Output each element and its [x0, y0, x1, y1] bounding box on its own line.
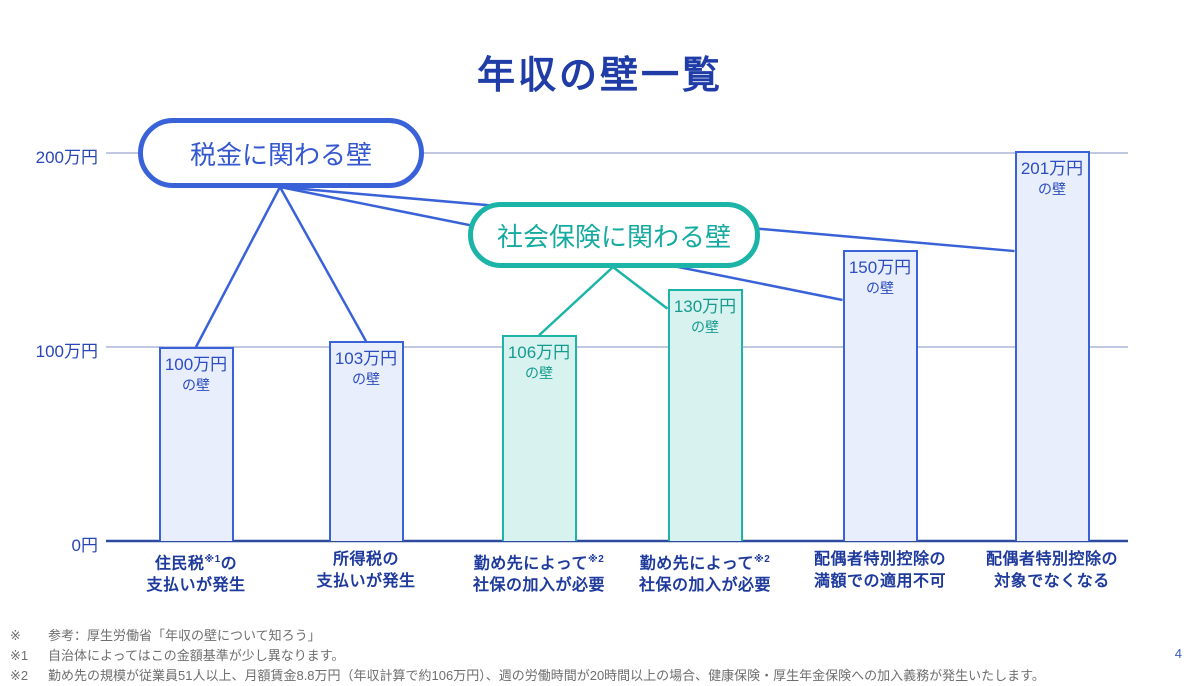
bar-value-label: 130万円の壁 — [670, 291, 741, 337]
connector-line — [278, 186, 368, 342]
footnote-text: 勤め先の規模が従業員51人以上、月額賃金8.8万円（年収計算で約106万円）、週… — [48, 668, 1045, 683]
category-label: 住民税※1の 支払いが発生 — [86, 549, 306, 597]
footnote-marker: ※ — [10, 628, 21, 643]
category-label-line: 支払いが発生 — [146, 577, 246, 595]
callout-tax-walls: 税金に関わる壁 — [138, 118, 424, 188]
bar-value-suffix: の壁 — [866, 280, 894, 296]
bar-value-suffix: の壁 — [1038, 181, 1066, 198]
bar-value-line: 130万円 — [673, 296, 737, 316]
footnote-ref-mark: ※2 — [753, 554, 771, 565]
bar-100man-yen: 100万円の壁 — [158, 347, 234, 541]
callout-social-insurance-walls: 社会保険に関わる壁 — [468, 202, 760, 268]
bar-value-label: 150万円の壁 — [845, 252, 916, 298]
bar-value-suffix: の壁 — [182, 377, 210, 393]
footnote-ref-mark: ※1 — [204, 554, 221, 565]
callout-tax-label: 税金に関わる壁 — [189, 139, 372, 170]
footnote-1: ※1 自治体によってはこの金額基準が少し異なります。 — [10, 646, 1170, 665]
bar-value-line: 150万円 — [848, 258, 912, 277]
bar-103man-yen: 103万円の壁 — [328, 341, 404, 541]
footnote-ref-mark: ※2 — [587, 554, 605, 565]
category-label: 配偶者特別控除の 対象でなくなる — [942, 549, 1162, 593]
footnote-marker: ※1 — [10, 648, 29, 663]
bar-value-label: 201万円の壁 — [1017, 153, 1088, 199]
footnote-marker: ※2 — [10, 668, 29, 683]
y-tick-label: 100万円 — [35, 342, 98, 361]
footnote-2: ※2 勤め先の規模が従業員51人以上、月額賃金8.8万円（年収計算で約106万円… — [10, 666, 1170, 685]
bar-value-label: 106万円の壁 — [504, 337, 575, 383]
y-tick-label: 0円 — [71, 536, 98, 555]
category-label-line: 配偶者特別控除の — [985, 551, 1118, 568]
bar-value-label: 103万円の壁 — [331, 343, 402, 389]
category-label-line: 社保の加入が必要 — [472, 577, 605, 595]
category-label-line: 住民税※1の — [154, 554, 238, 573]
bar-value-line: 100万円 — [164, 355, 228, 374]
category-label-line: 勤め先によって※2 — [473, 554, 605, 573]
bar-150man-yen: 150万円の壁 — [842, 250, 918, 541]
callout-social-insurance-label: 社会保険に関わる壁 — [496, 221, 731, 252]
footnote-text: 自治体によってはこの金額基準が少し異なります。 — [48, 648, 345, 663]
category-label-line: 対象でなくなる — [994, 573, 1110, 590]
connector-line — [612, 266, 669, 310]
category-label: 配偶者特別控除の 満額での適用不可 — [770, 549, 990, 593]
bar-value-suffix: の壁 — [352, 371, 380, 388]
category-label: 所得税の支払いが発生 — [256, 549, 476, 593]
bar-201man-yen: 201万円の壁 — [1014, 151, 1090, 541]
bar-value-suffix: の壁 — [691, 318, 719, 335]
category-label: 勤め先によって※2 社保の加入が必要 — [429, 549, 649, 597]
bar-value-suffix: の壁 — [525, 365, 553, 382]
category-label-line: 社保の加入が必要 — [638, 577, 771, 595]
category-label-line: 支払いが発生 — [316, 573, 416, 590]
bar-value-line: 201万円 — [1020, 159, 1084, 179]
page-number: 4 — [1174, 646, 1182, 661]
footnote-text: 参考：厚生労働省「年収の壁について知ろう」 — [48, 628, 321, 643]
bar-value-line: 103万円 — [334, 349, 398, 369]
connector-line — [194, 186, 282, 348]
connector-line — [538, 266, 614, 337]
footnote-reference: ※ 参考：厚生労働省「年収の壁について知ろう」 — [10, 626, 1170, 645]
category-label-line: 所得税の — [332, 551, 399, 568]
category-label-line: 配偶者特別控除の — [813, 551, 946, 568]
bar-106man-yen: 106万円の壁 — [501, 335, 577, 541]
category-label-line: 満額での適用不可 — [813, 573, 946, 590]
category-label-line: 勤め先によって※2 — [639, 554, 771, 573]
y-tick-label: 200万円 — [35, 148, 98, 167]
page-title: 年収の壁一覧 — [476, 55, 723, 97]
bar-value-line: 106万円 — [507, 343, 571, 363]
bar-value-label: 100万円の壁 — [161, 349, 232, 395]
footnotes: ※ 参考：厚生労働省「年収の壁について知ろう」 ※1 自治体によってはこの金額基… — [10, 626, 1170, 686]
category-label: 勤め先によって※2 社保の加入が必要 — [595, 549, 815, 597]
bar-130man-yen: 130万円の壁 — [667, 288, 743, 541]
